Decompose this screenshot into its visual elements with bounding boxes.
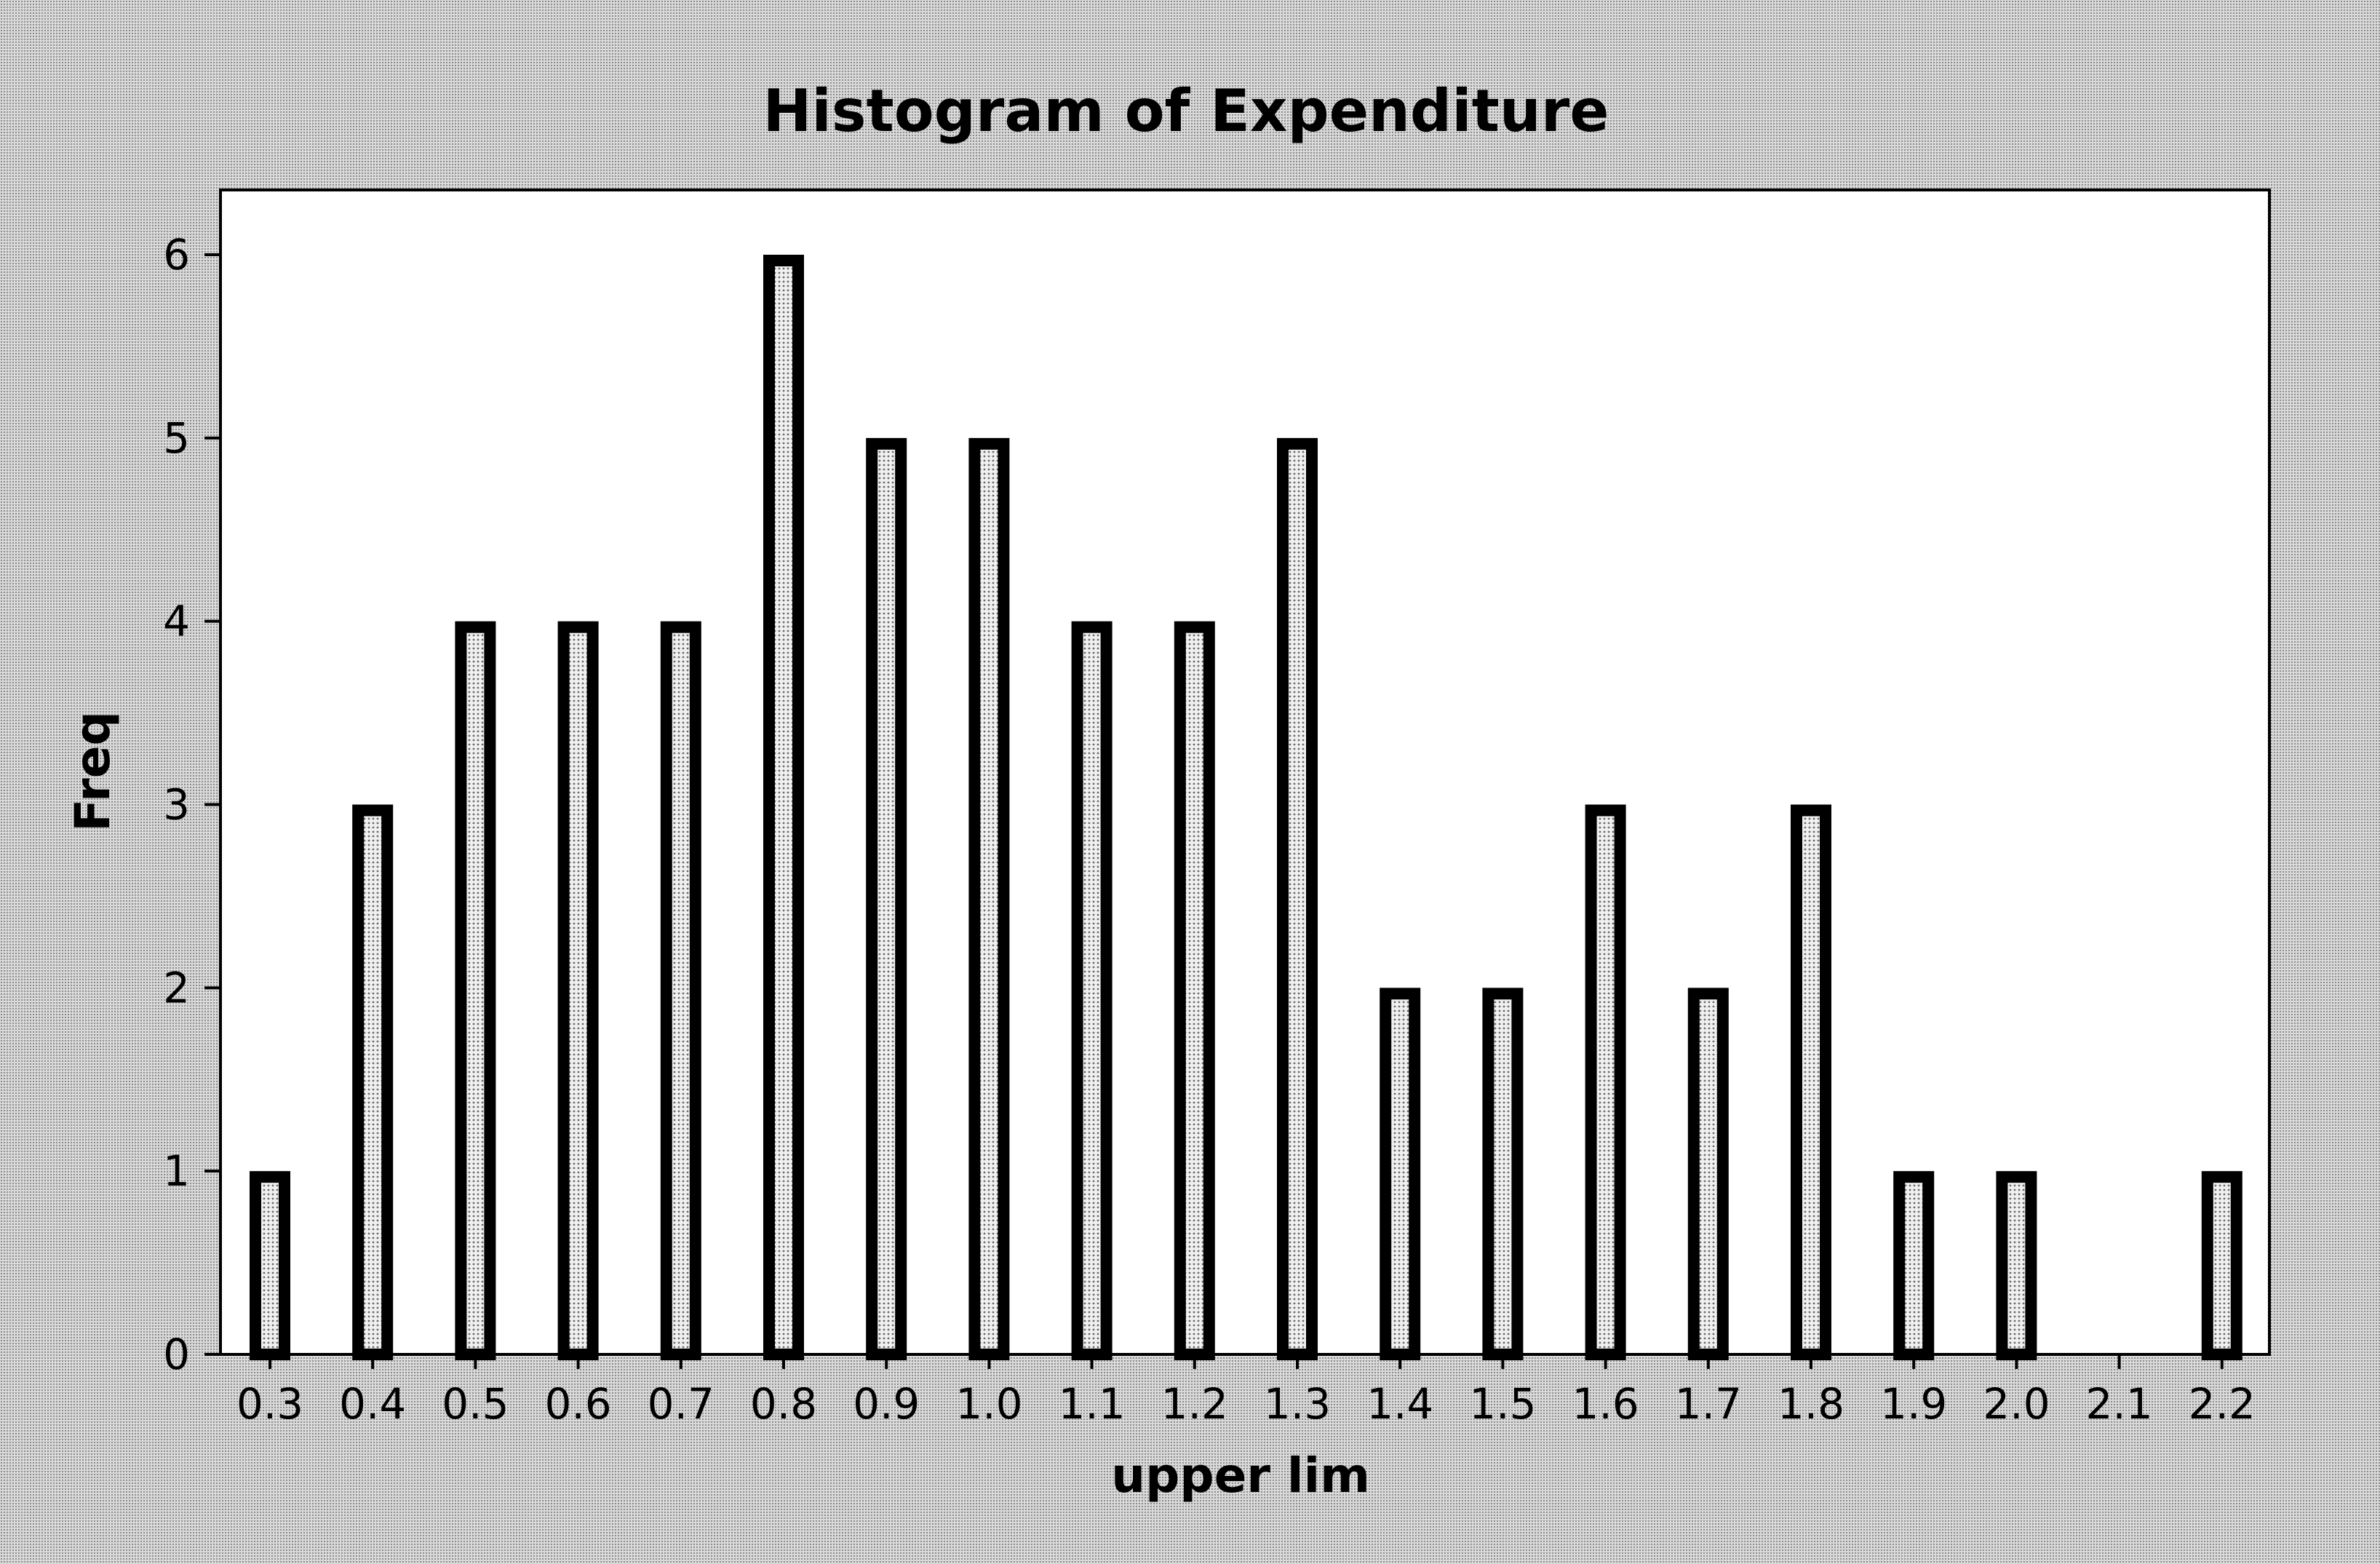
histogram-bar xyxy=(2201,1171,2242,1360)
histogram-bar xyxy=(660,621,701,1360)
y-tick-label: 3 xyxy=(163,780,190,830)
x-tick-label: 0.8 xyxy=(750,1379,817,1429)
histogram-bar xyxy=(1071,621,1113,1360)
plot-area xyxy=(219,188,2271,1356)
x-tick-label: 1.4 xyxy=(1366,1379,1433,1429)
x-tick-label: 0.4 xyxy=(339,1379,406,1429)
histogram-bar xyxy=(1791,804,1831,1360)
histogram-bar xyxy=(1585,804,1626,1360)
histogram-bar xyxy=(1893,1171,1935,1360)
histogram-bar xyxy=(352,804,394,1360)
x-tick-label: 1.1 xyxy=(1058,1379,1125,1429)
x-tick-label: 1.5 xyxy=(1469,1379,1536,1429)
y-tick-label: 6 xyxy=(163,230,190,279)
histogram-bar xyxy=(1174,621,1215,1360)
x-tick-label: 1.7 xyxy=(1675,1379,1742,1429)
histogram-bar xyxy=(1687,988,1729,1361)
histogram-bar xyxy=(557,621,599,1360)
y-axis: 0 1 2 3 4 5 6 xyxy=(163,230,220,1379)
bar-series xyxy=(250,255,2242,1361)
x-tick-label: 0.5 xyxy=(442,1379,509,1429)
x-tick-label: 1.6 xyxy=(1572,1379,1639,1429)
x-tick-label: 1.9 xyxy=(1880,1379,1947,1429)
y-tick-label: 5 xyxy=(163,413,190,463)
y-tick-label: 4 xyxy=(163,597,190,646)
histogram-bar xyxy=(455,621,496,1360)
histogram-bar xyxy=(1996,1171,2037,1360)
x-tick-label: 2.1 xyxy=(2085,1379,2152,1429)
x-tick-label: 0.9 xyxy=(853,1379,920,1429)
x-axis: 0.3 0.4 0.5 0.6 0.7 0.8 0.9 1.0 1.1 1.2 1.3 1.4 1.5 1… xyxy=(236,1354,2256,1429)
x-tick-label: 0.7 xyxy=(648,1379,715,1429)
y-tick-label: 1 xyxy=(163,1146,190,1196)
x-tick-label: 2.0 xyxy=(1983,1379,2050,1429)
histogram-bar xyxy=(1277,437,1318,1360)
x-tick-label: 1.2 xyxy=(1161,1379,1228,1429)
x-tick-label: 2.2 xyxy=(2189,1379,2256,1429)
histogram-bar xyxy=(968,437,1010,1360)
x-axis-title: upper lim xyxy=(1111,1448,1370,1504)
y-axis-title: Freq xyxy=(65,711,121,831)
y-tick-label: 2 xyxy=(163,963,190,1012)
histogram-bar xyxy=(1482,988,1524,1361)
x-tick-label: 1.3 xyxy=(1264,1379,1331,1429)
histogram-bar xyxy=(763,255,804,1360)
x-tick-label: 1.8 xyxy=(1778,1379,1844,1429)
x-tick-label: 0.6 xyxy=(544,1379,611,1429)
x-tick-label: 1.0 xyxy=(955,1379,1022,1429)
histogram-bar xyxy=(250,1171,290,1360)
y-tick-label: 0 xyxy=(163,1330,190,1379)
histogram-bar xyxy=(1380,988,1421,1361)
chart-title: Histogram of Expenditure xyxy=(763,77,1609,145)
histogram-bar xyxy=(866,437,907,1360)
x-tick-label: 0.3 xyxy=(236,1379,303,1429)
